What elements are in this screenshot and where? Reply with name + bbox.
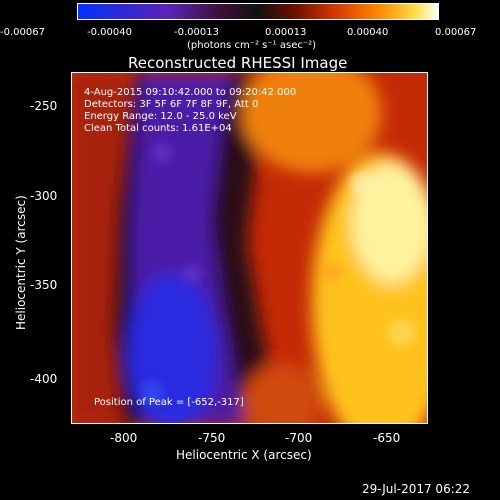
image-title: Reconstructed RHESSI Image [128,54,348,72]
clean-counts: Clean Total counts: 1.61E+04 [84,123,232,134]
x-tick: -750 [198,431,226,445]
y-tick: -350 [30,278,58,292]
colorbar [77,3,439,20]
colorbar-tick: 0.00040 [347,27,389,38]
colorbar-units: (photons cm⁻² s⁻¹ asec⁻²) [187,40,317,51]
y-tick: -300 [30,189,58,203]
x-tick: -650 [373,431,401,445]
x-tick: -700 [285,431,313,445]
colorbar-tick: 0.00013 [265,27,307,38]
colorbar-tick: -0.00013 [174,27,219,38]
rhessi-image-svg [72,73,427,423]
x-axis-label: Heliocentric X (arcsec) [176,448,312,462]
x-tick: -800 [110,431,138,445]
y-tick: -400 [30,372,58,386]
colorbar-tick: 0.00067 [435,27,477,38]
rhessi-image [71,72,428,424]
peak-position: Position of Peak = [-652,-317] [94,397,244,408]
time-range: 4-Aug-2015 09:10:42.000 to 09:20:42.000 [84,87,297,98]
detectors: Detectors: 3F 5F 6F 7F 8F 9F, Att 0 [84,99,259,110]
timestamp: 29-Jul-2017 06:22 [362,482,471,496]
y-axis-label: Heliocentric Y (arcsec) [14,195,28,330]
energy-range: Energy Range: 12.0 - 25.0 keV [84,111,237,122]
colorbar-tick: -0.00040 [87,27,132,38]
y-tick: -250 [30,99,58,113]
colorbar-tick: -0.00067 [0,27,45,38]
